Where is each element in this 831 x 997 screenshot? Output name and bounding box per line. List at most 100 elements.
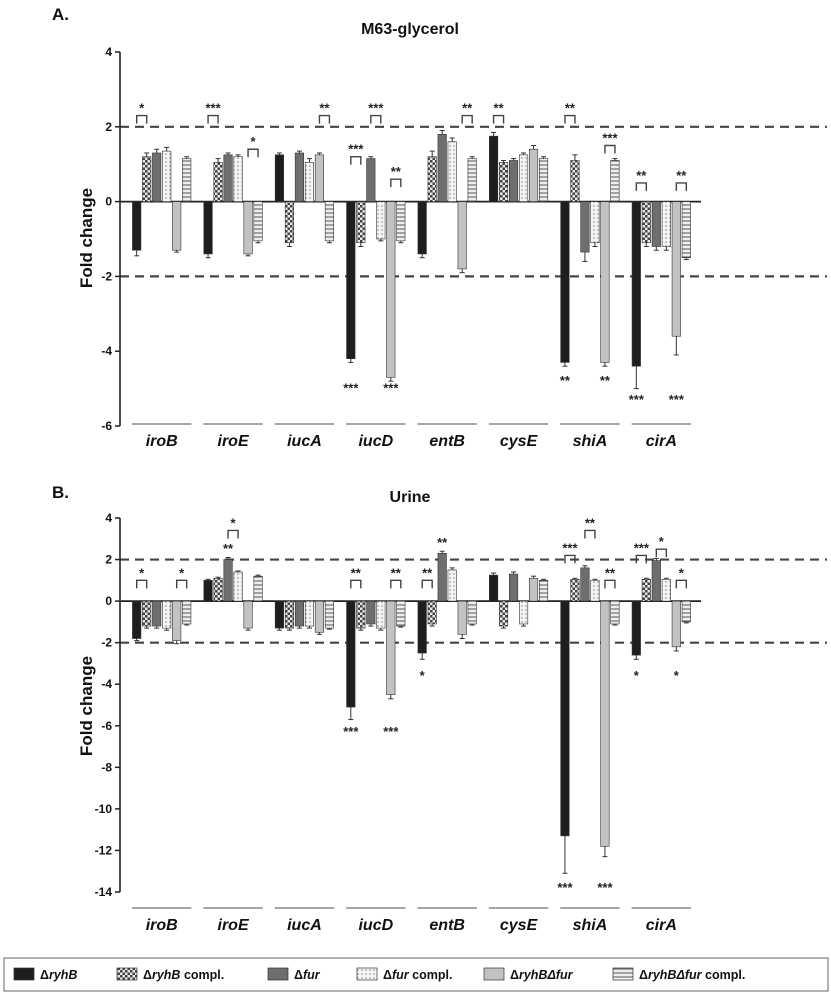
bar-shiA-series-5: [610, 160, 620, 202]
category-label-iroE: iroE: [218, 433, 250, 450]
bar-entB-series-1: [427, 156, 437, 202]
bar-iucA-series-1: [284, 201, 294, 244]
bar-iroE-series-2: [223, 154, 233, 202]
significance-label: *: [679, 565, 685, 580]
bar-cirA-series-4: [671, 600, 681, 648]
significance-label: *: [634, 668, 640, 683]
significance-label: **: [351, 565, 362, 580]
bar-cirA-series-2: [651, 201, 661, 247]
bar-iucD-series-4: [386, 201, 396, 378]
legend-label: ΔryhB: [40, 968, 77, 982]
bar-shiA-series-2: [580, 567, 590, 602]
significance-label: **: [391, 565, 402, 580]
bar-shiA-series-3: [590, 580, 600, 602]
panel-b-plot: 4 2 0 -2 -4 -6 -8 -10 -12 -14 iroB iroE iucA iucD entB…: [95, 511, 827, 934]
bar-entB-series-3: [447, 141, 457, 202]
significance-label: *: [139, 101, 145, 116]
bar-cirA-series-3: [661, 578, 671, 602]
significance-bracket: [492, 114, 505, 124]
category-label-cirA: cirA: [646, 917, 677, 934]
bar-cirA-series-3: [661, 201, 671, 247]
bar-iroB-series-1: [142, 600, 152, 627]
bar-shiA-series-5: [610, 600, 620, 625]
bar-iroE-series-3: [233, 571, 243, 602]
bar-iucA-series-3: [304, 162, 314, 202]
significance-bracket: [675, 579, 688, 589]
significance-bracket: [564, 114, 576, 124]
bar-shiA-series-3: [590, 201, 600, 244]
significance-label: *: [251, 134, 257, 149]
y-tick-label: 2: [105, 553, 112, 567]
bar-cirA-series-1: [641, 578, 651, 602]
significance-bracket: [227, 529, 239, 539]
bar-iucD-series-1: [356, 600, 366, 629]
bar-iroB-series-4: [172, 201, 182, 251]
bar-iucD-series-2: [366, 158, 376, 202]
significance-label: **: [223, 541, 234, 556]
y-tick-label: -6: [101, 719, 112, 733]
significance-bracket: [175, 579, 188, 589]
significance-label: **: [422, 565, 433, 580]
significance-label: ***: [205, 101, 221, 116]
significance-bracket: [350, 156, 362, 165]
category-label-cysE: cysE: [500, 433, 539, 450]
bar-iroB-series-5: [182, 600, 192, 625]
category-label-iroE: iroE: [218, 917, 250, 934]
significance-label: ***: [383, 381, 399, 396]
bar-cysE-series-3: [519, 600, 529, 625]
category-label-iucA: iucA: [287, 433, 322, 450]
significance-bracket: [247, 148, 259, 158]
bar-iroE-series-2: [223, 559, 233, 602]
legend-item-5: ΔryhBΔfur compl.: [612, 967, 745, 982]
y-tick-label: -4: [101, 677, 112, 691]
bar-shiA-series-0: [560, 201, 570, 363]
legend-label: ΔryhBΔfur: [510, 968, 574, 982]
bar-iucA-series-0: [274, 600, 284, 629]
bar-iroB-series-2: [152, 152, 162, 202]
category-label-entB: entB: [429, 917, 465, 934]
significance-bracket: [350, 579, 362, 589]
significance-label: *: [179, 565, 185, 580]
significance-label: ***: [602, 131, 618, 146]
bar-shiA-series-1: [570, 578, 580, 602]
significance-bracket: [421, 579, 433, 589]
category-label-iucD: iucD: [358, 433, 393, 450]
significance-bracket: [135, 114, 148, 124]
bar-iucD-series-1: [356, 201, 366, 244]
significance-bracket: [318, 114, 331, 124]
bar-iroE-series-4: [243, 201, 253, 255]
bar-cirA-series-1: [641, 201, 651, 244]
bar-shiA-series-2: [580, 201, 590, 253]
significance-label: *: [420, 668, 426, 683]
panel-a-plot: 4 2 0 -2 -4 -6 iroB iroE iucA iucD entB cysE shiA cir…: [101, 45, 827, 450]
bar-cysE-series-0: [489, 574, 499, 602]
significance-label: **: [560, 373, 571, 388]
significance-bracket: [461, 114, 473, 124]
legend-swatch: [356, 967, 378, 981]
bar-iroB-series-1: [142, 156, 152, 202]
y-tick-label: -14: [95, 885, 113, 899]
bar-cirA-series-2: [651, 560, 661, 602]
y-tick-label: 4: [105, 511, 112, 525]
legend-swatch: [612, 967, 634, 981]
legend-label: Δfur compl.: [383, 968, 452, 982]
significance-bracket: [655, 548, 668, 558]
significance-bracket: [390, 178, 402, 188]
category-label-shiA: shiA: [573, 433, 608, 450]
bar-cysE-series-1: [499, 162, 509, 202]
bar-iucD-series-2: [366, 600, 376, 625]
y-tick-label: -8: [101, 760, 112, 774]
legend-swatch: [13, 967, 35, 981]
significance-label: ***: [597, 880, 613, 895]
bar-cysE-series-2: [509, 160, 519, 202]
category-label-iroB: iroB: [146, 917, 178, 934]
bar-shiA-series-1: [570, 160, 580, 202]
bar-iroE-series-4: [243, 600, 253, 629]
legend-item-2: Δfur: [267, 967, 321, 982]
bar-iroB-series-3: [162, 600, 172, 629]
bar-entB-series-5: [467, 600, 477, 625]
y-tick-label: -12: [95, 843, 113, 857]
panel-b: B. Urine Fold change 4 2 0 -2 -4 -6 -8 -10 -12 -1…: [52, 483, 827, 934]
significance-label: **: [565, 101, 576, 116]
